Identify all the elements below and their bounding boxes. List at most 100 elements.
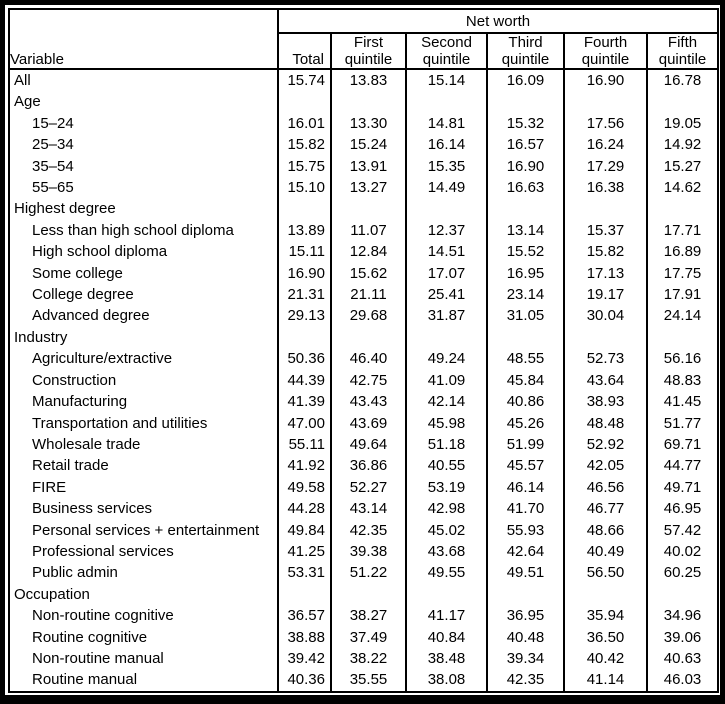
row-label: Some college (32, 264, 123, 282)
value-cell: 16.09 (486, 69, 564, 92)
table-row: Construction 44.39 42.75 41.09 45.84 43.64 48.… (9, 369, 719, 392)
value-cell (330, 198, 406, 220)
table-row: Highest degree (9, 198, 719, 220)
value-cell: 15.27 (645, 155, 719, 178)
value-cell: 17.07 (405, 262, 487, 285)
value-cell: 38.48 (405, 647, 487, 670)
value-cell: 13.91 (330, 155, 406, 178)
row-label: Non-routine manual (32, 649, 164, 667)
value-cell: 31.05 (486, 305, 564, 327)
value-cell: 16.90 (563, 69, 647, 92)
value-cell: 44.28 (277, 498, 331, 520)
value-cell: 15.82 (277, 134, 331, 156)
value-cell: 11.07 (330, 219, 406, 242)
value-cell: 36.57 (277, 605, 331, 627)
value-cell: 21.31 (277, 284, 331, 306)
value-cell: 16.01 (277, 112, 331, 135)
value-cell (563, 198, 647, 220)
value-cell: 55.93 (486, 519, 564, 541)
value-cell (645, 198, 719, 220)
value-cell: 40.02 (645, 540, 719, 563)
value-cell: 49.64 (330, 433, 406, 456)
value-cell: 41.92 (277, 455, 331, 477)
row-label: 25–34 (32, 136, 74, 154)
value-cell: 15.24 (330, 134, 406, 156)
row-label: College degree (32, 286, 134, 304)
column-header: Fourth quintile (563, 33, 647, 70)
value-cell: 43.68 (405, 540, 487, 563)
value-cell: 12.37 (405, 219, 487, 242)
value-cell (563, 326, 647, 349)
value-cell: 16.90 (486, 155, 564, 178)
value-cell: 46.14 (486, 476, 564, 499)
value-cell: 44.39 (277, 369, 331, 392)
value-cell: 17.91 (645, 284, 719, 306)
value-cell: 15.74 (277, 69, 331, 92)
value-cell: 45.84 (486, 369, 564, 392)
value-cell: 25.41 (405, 284, 487, 306)
value-cell (405, 583, 487, 606)
value-cell (486, 198, 564, 220)
value-cell: 15.35 (405, 155, 487, 178)
value-cell: 41.39 (277, 391, 331, 413)
table-row: Occupation (9, 583, 719, 606)
row-label: Age (14, 93, 41, 111)
value-cell: 42.98 (405, 498, 487, 520)
table-header: Net worth Variable Total First quintile Se… (9, 9, 719, 70)
value-cell: 16.89 (645, 241, 719, 263)
value-cell: 21.11 (330, 284, 406, 306)
row-label: Highest degree (14, 200, 116, 218)
value-cell: 51.22 (330, 562, 406, 584)
value-cell: 69.71 (645, 433, 719, 456)
row-label: Non-routine cognitive (32, 607, 174, 625)
value-cell: 42.14 (405, 391, 487, 413)
row-label: Wholesale trade (32, 435, 141, 453)
row-label: Retail trade (32, 457, 109, 475)
table-row: Personal services + entertainment 49.84 42… (9, 519, 719, 541)
value-cell: 41.70 (486, 498, 564, 520)
value-cell (563, 583, 647, 606)
value-cell (486, 326, 564, 349)
value-cell: 15.11 (277, 241, 331, 263)
variable-column-header: Variable (9, 33, 278, 70)
value-cell (330, 583, 406, 606)
value-cell: 48.48 (563, 412, 647, 434)
table-row: Age (9, 91, 719, 113)
value-cell: 40.42 (563, 647, 647, 670)
value-cell: 40.55 (405, 455, 487, 477)
row-label: All (14, 72, 31, 89)
value-cell (277, 91, 331, 113)
value-cell: 16.90 (277, 262, 331, 285)
row-label: Less than high school diploma (32, 221, 234, 239)
value-cell: 23.14 (486, 284, 564, 306)
value-cell: 14.81 (405, 112, 487, 135)
value-cell: 15.82 (563, 241, 647, 263)
value-cell: 12.84 (330, 241, 406, 263)
value-cell: 42.05 (563, 455, 647, 477)
net-worth-table: Net worth Variable Total First quintile Se… (8, 8, 720, 693)
value-cell: 45.57 (486, 455, 564, 477)
row-label: 35–54 (32, 157, 74, 175)
value-cell: 46.95 (645, 498, 719, 520)
row-label: Business services (32, 500, 153, 518)
value-cell: 37.49 (330, 626, 406, 648)
value-cell: 13.30 (330, 112, 406, 135)
value-cell: 39.42 (277, 647, 331, 670)
value-cell: 42.35 (330, 519, 406, 541)
value-cell: 14.51 (405, 241, 487, 263)
value-cell (330, 91, 406, 113)
table-body: All 15.74 13.83 15.14 16.09 16.90 16.78 Age 15–2… (9, 69, 719, 692)
value-cell: 51.77 (645, 412, 719, 434)
value-cell: 15.10 (277, 177, 331, 199)
row-label: Personal services + entertainment (32, 521, 260, 539)
column-header: First quintile (330, 33, 406, 70)
table-row: Non-routine cognitive 36.57 38.27 41.17 36.9… (9, 605, 719, 627)
value-cell: 13.14 (486, 219, 564, 242)
value-cell: 42.35 (486, 669, 564, 692)
value-cell: 56.50 (563, 562, 647, 584)
value-cell: 16.38 (563, 177, 647, 199)
value-cell: 14.49 (405, 177, 487, 199)
table-row: Advanced degree 29.13 29.68 31.87 31.05 30.04… (9, 305, 719, 327)
value-cell: 43.43 (330, 391, 406, 413)
